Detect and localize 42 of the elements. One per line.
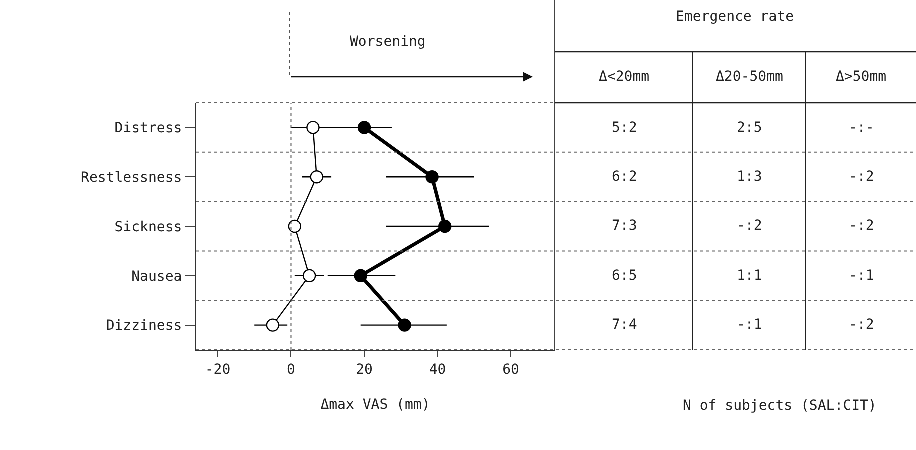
text: N of subjects (SAL:CIT) — [683, 398, 877, 414]
y-tick-label: Dizziness — [106, 318, 182, 334]
point — [306, 121, 320, 134]
text: Δ20-50mm — [716, 69, 784, 85]
x-tick-label: 0 — [287, 362, 296, 378]
point — [302, 269, 316, 282]
y-tick-label: Distress — [114, 120, 182, 137]
x-tick-label: 60 — [502, 362, 520, 378]
text: -:1 — [737, 317, 762, 333]
text: 1:1 — [737, 268, 762, 284]
text: 7:3 — [612, 218, 638, 234]
x-axis-title: Δmax VAS (mm) — [320, 397, 430, 414]
text: -:1 — [849, 268, 874, 284]
text: 1:3 — [737, 169, 762, 185]
x-tick-label: 40 — [429, 362, 446, 378]
text: Δ<20mm — [599, 69, 650, 85]
point — [426, 170, 439, 184]
point — [358, 121, 372, 134]
x-tick-label: 20 — [356, 362, 373, 378]
point — [438, 220, 452, 234]
text: 6:5 — [612, 268, 638, 284]
y-tick-label: Restlessness — [81, 170, 182, 186]
y-tick-label: Sickness — [114, 219, 182, 236]
text: 6:2 — [612, 169, 638, 185]
text: -:- — [849, 120, 874, 136]
point — [398, 318, 412, 332]
point — [288, 220, 302, 234]
text: 5:2 — [612, 120, 638, 136]
text: 2:5 — [737, 120, 762, 136]
point — [266, 318, 280, 332]
text: -:2 — [849, 218, 874, 234]
text: Emergence rate — [676, 9, 794, 25]
point — [354, 269, 368, 282]
x-tick-label: -20 — [205, 362, 231, 378]
y-tick-label: Nausea — [132, 268, 182, 285]
point — [310, 170, 324, 184]
text: -:2 — [849, 169, 874, 185]
text: -:2 — [737, 218, 762, 234]
text: -:2 — [849, 317, 874, 333]
text: 7:4 — [612, 317, 638, 333]
text: Worsening — [350, 34, 426, 50]
text: Δ>50mm — [836, 69, 887, 85]
